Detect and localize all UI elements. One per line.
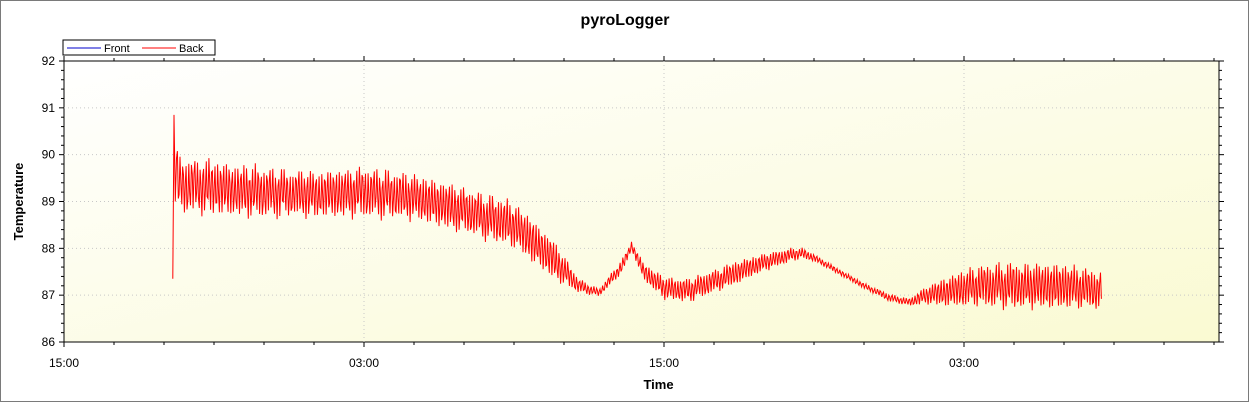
y-tick-label: 89 xyxy=(42,195,56,209)
legend: Front Back xyxy=(62,39,216,56)
legend-label-front: Front xyxy=(104,43,130,55)
y-tick-label: 90 xyxy=(42,148,56,162)
y-tick-label: 87 xyxy=(42,288,56,302)
x-tick-label: 15:00 xyxy=(649,356,679,370)
legend-label-back: Back xyxy=(179,43,204,55)
y-tick-label: 86 xyxy=(42,335,56,349)
y-tick-label: 91 xyxy=(42,101,56,115)
x-tick-label: 15:00 xyxy=(49,356,79,370)
series-line-back xyxy=(172,114,1102,311)
tick-marks xyxy=(59,56,1224,347)
series-layer xyxy=(172,114,1102,311)
x-tick-label: 03:00 xyxy=(949,356,979,370)
y-tick-label: 88 xyxy=(42,241,56,255)
x-axis-label: Time xyxy=(643,377,673,392)
x-tick-labels: 15:00 03:00 15:00 03:00 xyxy=(49,356,979,370)
chart-title: pyroLogger xyxy=(581,12,670,29)
y-tick-label: 92 xyxy=(42,54,56,68)
y-axis-label: Temperature xyxy=(11,163,26,241)
y-tick-labels: 86 87 88 89 90 91 92 xyxy=(42,54,56,349)
x-tick-label: 03:00 xyxy=(349,356,379,370)
legend-box xyxy=(62,39,216,56)
